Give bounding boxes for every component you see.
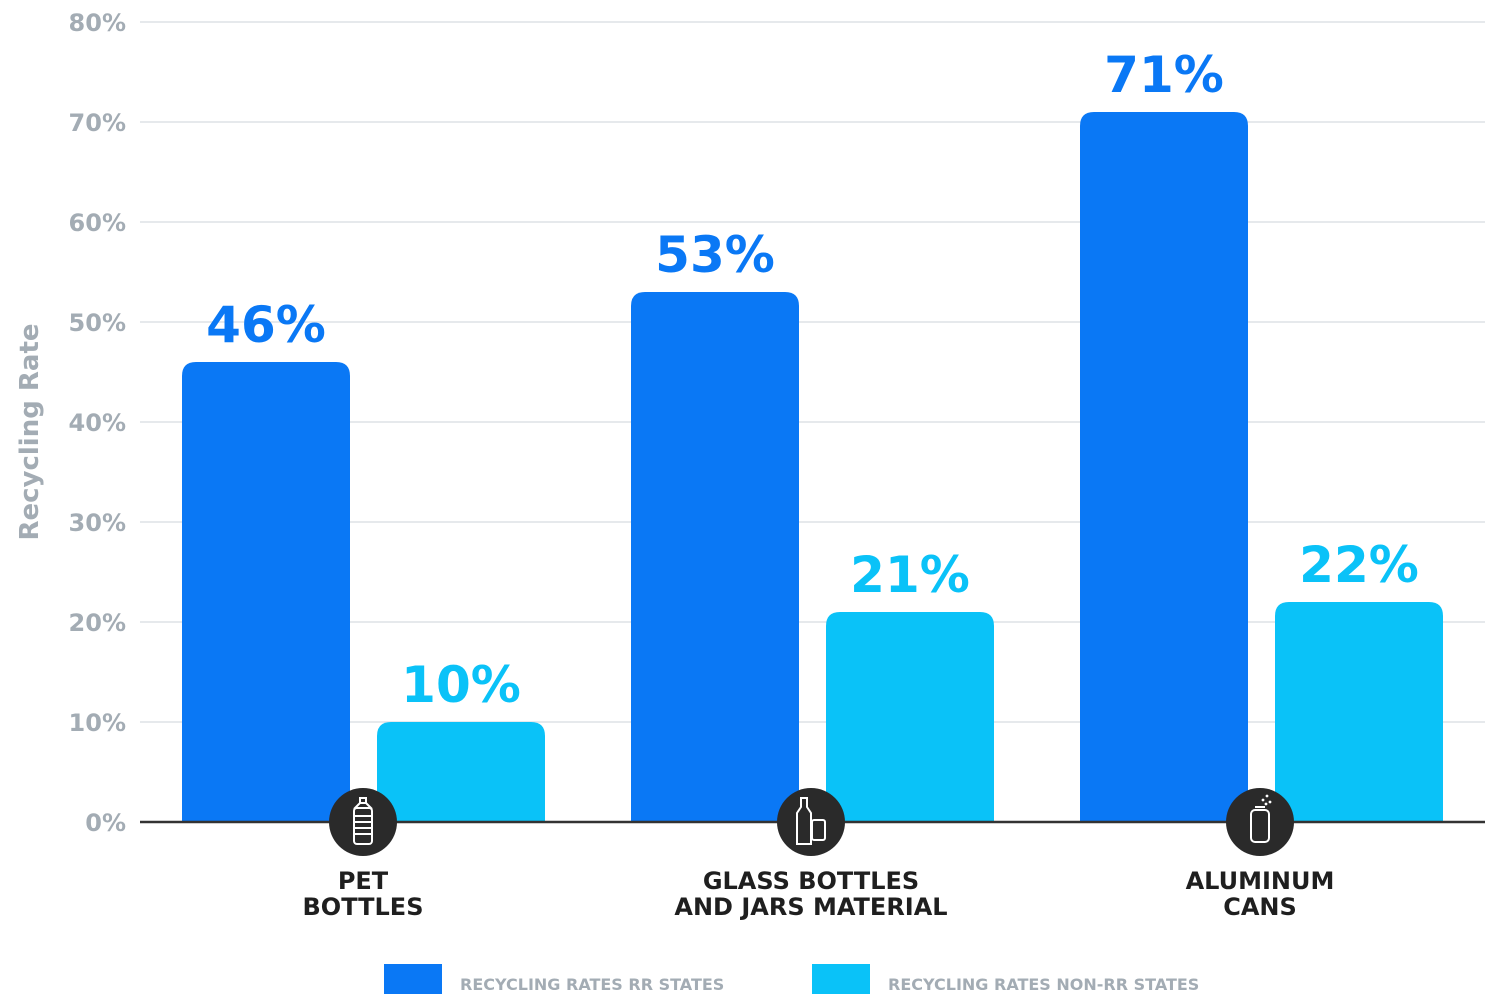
plastic-bottle-icon (329, 788, 397, 856)
can-body (1250, 809, 1270, 843)
glass-jar (811, 819, 826, 841)
bar (1275, 602, 1443, 822)
y-tick-label: 60% (69, 209, 126, 237)
y-tick-label: 0% (85, 809, 126, 837)
bar (1080, 112, 1248, 822)
can-fizz (1261, 798, 1265, 802)
can-fizz (1268, 800, 1272, 804)
bar (182, 362, 350, 822)
data-labels: 46% 53% 71% 10% 21% 22% (206, 46, 1419, 714)
bottle-body (353, 807, 373, 845)
y-tick-label: 30% (69, 509, 126, 537)
y-tick-label: 20% (69, 609, 126, 637)
can-fizz (1265, 794, 1269, 798)
data-label: 21% (850, 546, 970, 604)
legend-swatch (384, 964, 442, 994)
glass-bottle (796, 797, 812, 845)
legend-label: RECYCLING RATES NON-RR STATES (888, 975, 1199, 994)
bar (377, 722, 545, 822)
y-axis-ticks: 0% 10% 20% 30% 40% 50% 60% 70% 80% (69, 9, 126, 837)
category-label: BOTTLES (303, 893, 424, 921)
bar (826, 612, 994, 822)
bottle-neck (353, 802, 373, 810)
y-axis-label: Recycling Rate (15, 323, 45, 540)
category-icons (329, 788, 1294, 856)
data-label: 22% (1299, 536, 1419, 594)
y-tick-label: 70% (69, 109, 126, 137)
bottle-cap (359, 797, 367, 804)
icon-badge (1226, 788, 1294, 856)
category-label: PET (338, 867, 389, 895)
data-label: 10% (401, 656, 521, 714)
y-tick-label: 50% (69, 309, 126, 337)
data-label: 46% (206, 296, 326, 354)
category-label: CANS (1223, 893, 1297, 921)
y-tick-label: 10% (69, 709, 126, 737)
legend: RECYCLING RATES RR STATES RECYCLING RATES… (384, 964, 1199, 994)
aluminum-can-icon (1226, 788, 1294, 856)
category-label: ALUMINUM (1186, 867, 1335, 895)
bars (182, 112, 1443, 822)
category-label: AND JARS MATERIAL (674, 893, 947, 921)
y-tick-label: 40% (69, 409, 126, 437)
glass-bottle-jar-icon (777, 788, 845, 856)
legend-swatch (812, 964, 870, 994)
data-label: 53% (655, 226, 775, 284)
grid-lines (140, 21, 1485, 723)
legend-label: RECYCLING RATES RR STATES (460, 975, 724, 994)
y-tick-label: 80% (69, 9, 126, 37)
bar (631, 292, 799, 822)
data-label: 71% (1104, 46, 1224, 104)
can-fizz (1264, 802, 1268, 806)
category-label: GLASS BOTTLES (703, 867, 919, 895)
